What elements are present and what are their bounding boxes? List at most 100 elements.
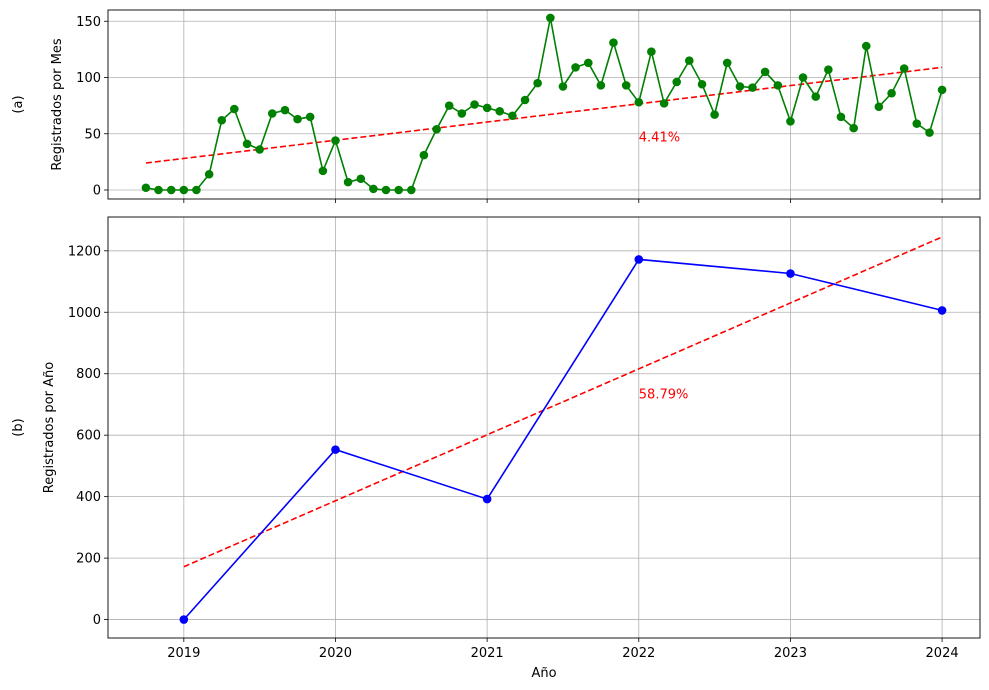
y-tick-label: 100 xyxy=(76,71,101,86)
data-point xyxy=(861,41,871,51)
data-point xyxy=(773,81,783,90)
y-tick-label: 150 xyxy=(76,15,101,30)
data-point xyxy=(369,184,378,194)
data-point xyxy=(722,58,732,68)
data-point xyxy=(533,78,542,88)
data-point xyxy=(495,106,505,116)
data-point xyxy=(710,110,719,119)
data-point xyxy=(849,123,858,133)
x-tick-label: 2020 xyxy=(319,646,352,661)
trend-line xyxy=(183,236,943,568)
data-point xyxy=(621,81,631,90)
data-point xyxy=(419,150,429,160)
y-tick-label: 0 xyxy=(93,613,101,628)
data-point xyxy=(141,183,151,193)
data-point xyxy=(470,100,479,109)
data-point xyxy=(647,47,656,56)
y-tick-label: 50 xyxy=(84,127,101,142)
data-point xyxy=(179,615,189,624)
data-point xyxy=(267,109,277,118)
data-point xyxy=(760,67,770,77)
data-point xyxy=(748,83,757,92)
data-point xyxy=(356,174,366,184)
data-point xyxy=(154,185,163,195)
data-point xyxy=(558,82,568,91)
data-point xyxy=(407,185,416,195)
x-tick-label: 2019 xyxy=(167,646,200,661)
data-point xyxy=(508,111,517,121)
trend-annotation: 58.79% xyxy=(639,387,689,402)
data-point xyxy=(899,64,909,73)
x-tick-label: 2023 xyxy=(774,646,807,661)
data-point xyxy=(659,99,669,108)
x-axis-label: Año xyxy=(531,666,556,681)
y-tick-label: 1200 xyxy=(68,244,101,259)
data-point xyxy=(887,88,896,98)
data-point xyxy=(786,269,795,278)
data-point xyxy=(230,104,239,114)
data-point xyxy=(634,97,644,107)
data-point xyxy=(786,117,795,126)
data-point xyxy=(255,145,264,154)
data-point xyxy=(571,63,580,72)
data-point xyxy=(394,185,404,195)
data-point xyxy=(672,77,681,87)
x-tick-label: 2021 xyxy=(471,646,504,661)
data-point xyxy=(925,128,934,137)
data-point xyxy=(381,185,391,195)
data-point xyxy=(280,105,290,115)
series-line xyxy=(183,258,943,621)
trend-annotation: 4.41% xyxy=(639,131,680,146)
data-point xyxy=(520,95,530,105)
x-tick-label: 2024 xyxy=(926,646,959,661)
panel-a: 0 50 100 150 4.41% Registrados por Mes (a) xyxy=(11,9,981,203)
x-tick-label: 2022 xyxy=(622,646,655,661)
data-point xyxy=(305,112,315,122)
y-tick-label: 600 xyxy=(76,429,101,444)
y-tick-label: 0 xyxy=(93,184,101,199)
data-point xyxy=(482,103,492,113)
data-point xyxy=(583,58,593,68)
data-point xyxy=(343,177,353,187)
data-point xyxy=(204,169,214,179)
data-point xyxy=(937,85,947,95)
y-tick-label: 200 xyxy=(76,552,101,567)
data-point xyxy=(824,65,833,74)
data-point xyxy=(482,494,492,504)
data-point xyxy=(331,445,340,454)
data-point xyxy=(318,166,328,176)
axes-frame xyxy=(107,9,981,200)
data-point xyxy=(798,73,808,82)
y-axis-label: Registrados por Año xyxy=(42,362,57,493)
data-point xyxy=(166,185,176,195)
y-tick-label: 1000 xyxy=(68,306,101,321)
y-axis-label: Registrados por Mes xyxy=(50,38,65,170)
trend-line xyxy=(145,66,943,164)
data-point xyxy=(293,114,302,124)
series-line xyxy=(145,17,943,191)
data-point xyxy=(596,81,606,90)
data-point xyxy=(457,109,467,118)
data-point xyxy=(874,102,884,112)
y-tick-label: 800 xyxy=(76,367,101,382)
data-point xyxy=(444,101,454,110)
data-point xyxy=(836,112,846,122)
data-point xyxy=(179,185,189,195)
data-point xyxy=(697,79,707,89)
data-point xyxy=(242,139,252,149)
data-point xyxy=(331,136,340,145)
data-point xyxy=(684,56,694,65)
y-tick-label: 400 xyxy=(76,490,101,505)
data-point xyxy=(634,255,644,264)
panel-b: 2019 2020 2021 2022 2023 2024 0 200 400 600 800 100… xyxy=(11,216,981,681)
data-point xyxy=(192,185,201,195)
data-point xyxy=(811,92,821,101)
data-point xyxy=(735,82,745,91)
data-point xyxy=(432,124,441,134)
panel-label: (a) xyxy=(11,95,26,113)
data-point xyxy=(609,38,618,47)
data-point xyxy=(937,306,947,315)
data-point xyxy=(546,13,555,23)
data-point xyxy=(912,119,922,128)
